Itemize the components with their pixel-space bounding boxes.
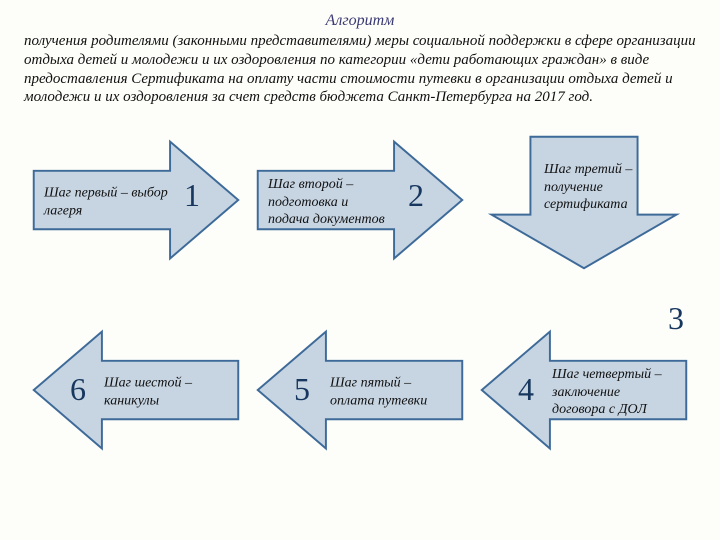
step-3: Шаг третий – получение сертификата bbox=[472, 127, 696, 277]
row-bottom: 6 Шаг шестой – каникулы 5 Шаг пятый – оп… bbox=[24, 317, 696, 467]
step-6: 6 Шаг шестой – каникулы bbox=[24, 317, 248, 467]
step-5-number: 5 bbox=[294, 371, 310, 408]
step-1-label: Шаг первый – выбор лагеря bbox=[44, 185, 174, 220]
step-4-label: Шаг четвертый – заключение договора с ДО… bbox=[552, 366, 672, 419]
step-2-number: 2 bbox=[408, 177, 424, 214]
step-1-number: 1 bbox=[184, 177, 200, 214]
step-3-label: Шаг третий – получение сертификата bbox=[544, 161, 654, 214]
step-5: 5 Шаг пятый – оплата путевки bbox=[248, 317, 472, 467]
step-2: Шаг второй – подготовка и подача докумен… bbox=[248, 127, 472, 277]
step-4-number: 4 bbox=[518, 371, 534, 408]
step-1: Шаг первый – выбор лагеря 1 bbox=[24, 127, 248, 277]
step-5-label: Шаг пятый – оплата путевки bbox=[330, 375, 450, 410]
step-6-label: Шаг шестой – каникулы bbox=[104, 375, 224, 410]
step-2-label: Шаг второй – подготовка и подача докумен… bbox=[268, 176, 393, 229]
page-title: Алгоритм bbox=[24, 12, 696, 30]
step-6-number: 6 bbox=[70, 371, 86, 408]
page-subtitle: получения родителями (законными представ… bbox=[24, 32, 696, 107]
row-top: Шаг первый – выбор лагеря 1 Шаг второй –… bbox=[24, 127, 696, 277]
step-4: 4 Шаг четвертый – заключение договора с … bbox=[472, 317, 696, 467]
